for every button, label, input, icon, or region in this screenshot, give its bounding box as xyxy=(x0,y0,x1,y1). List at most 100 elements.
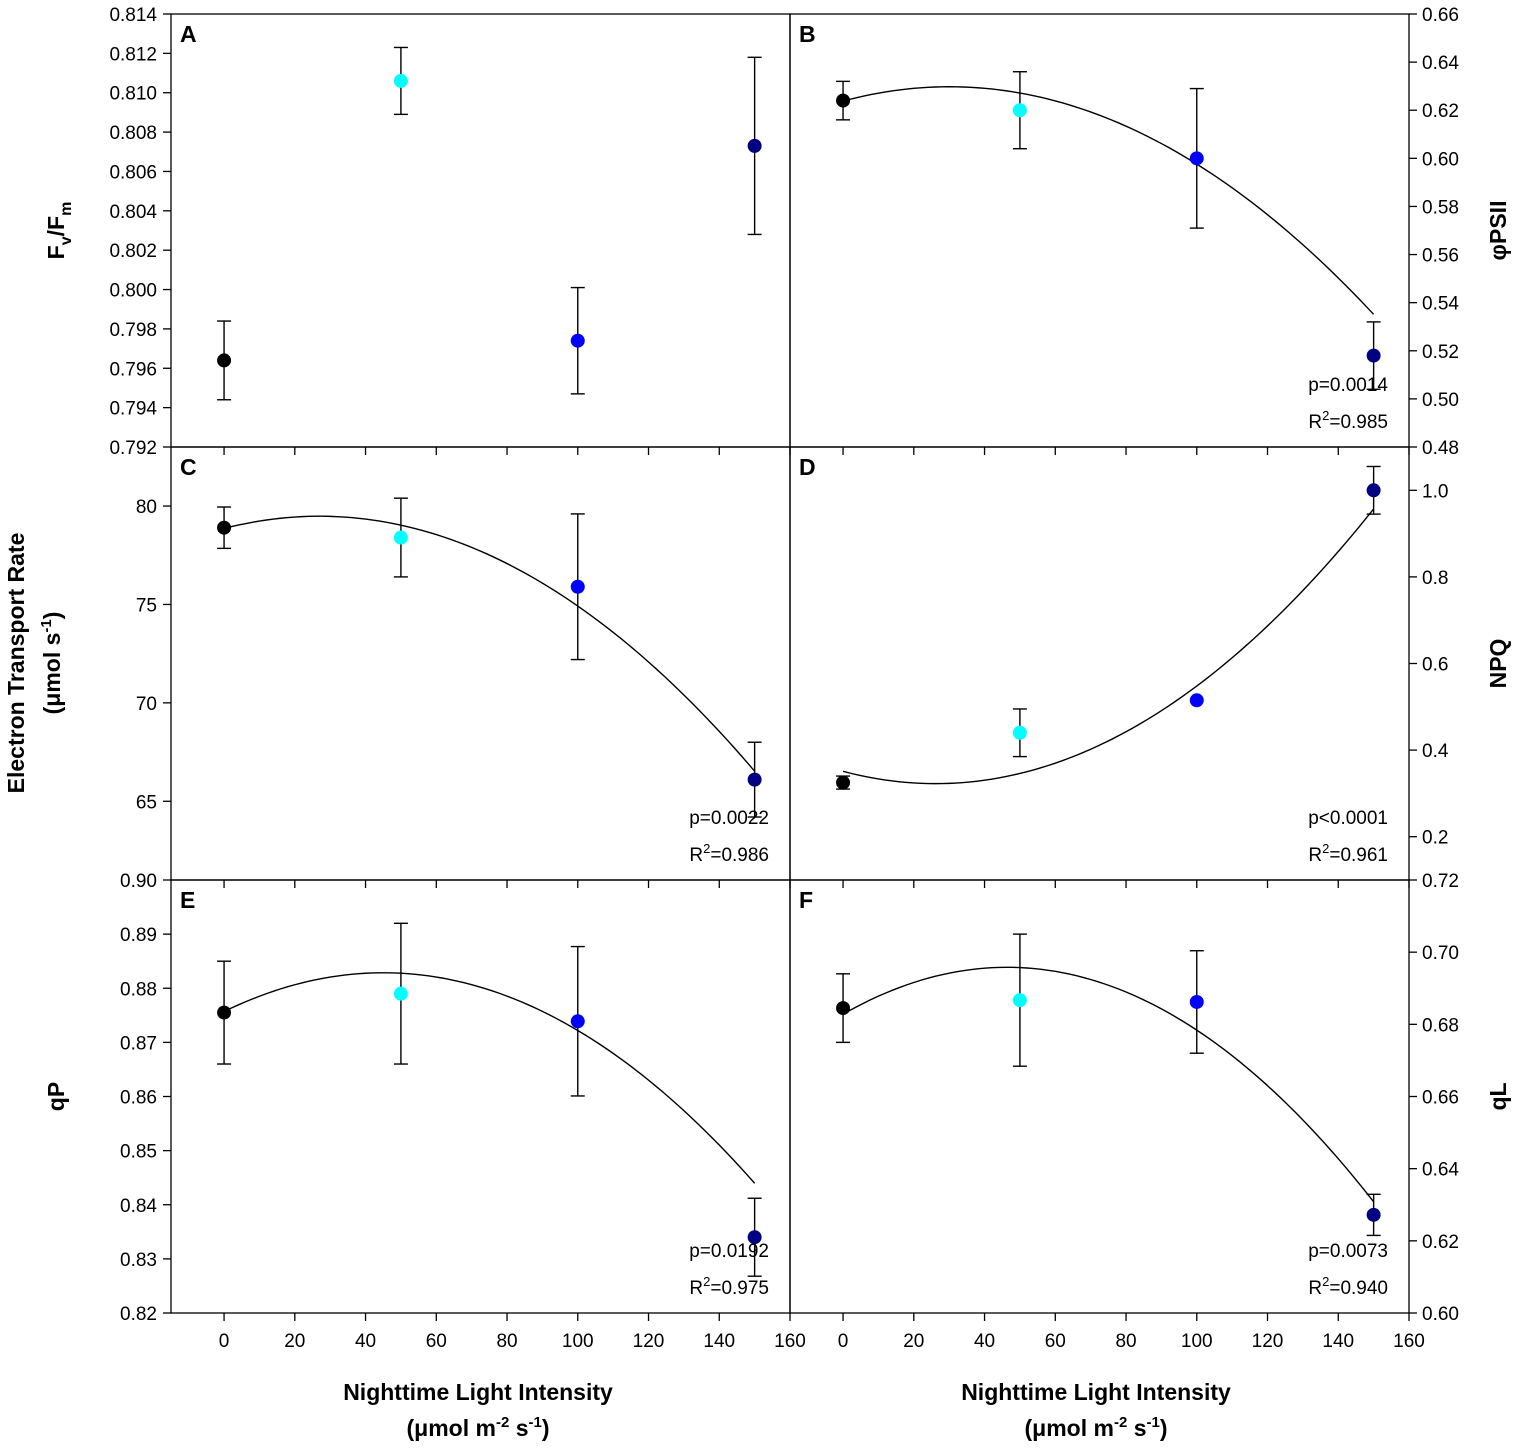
y-axis-title: qP xyxy=(43,1082,69,1111)
panels-layer: 0.7920.7940.7960.7980.8000.8020.8040.806… xyxy=(43,5,1511,1352)
stat-r-squared: R2=0.975 xyxy=(689,1274,769,1299)
stat-p-value: p<0.0001 xyxy=(1308,808,1388,829)
x-tick-label: 160 xyxy=(1393,1331,1425,1352)
x-tick-label: 20 xyxy=(284,1331,305,1352)
panel-f: 0.60 0.62 0.64 0.66 0.68 0.70 0.72 0 20 40 60 80 100… xyxy=(789,871,1511,1352)
data-point xyxy=(570,579,585,594)
data-point xyxy=(217,353,232,368)
y-tick-label: 0.70 xyxy=(1422,943,1459,964)
x-tick-label: 40 xyxy=(974,1331,995,1352)
y-tick-label: 0.68 xyxy=(1422,1015,1459,1036)
y-tick-label: 0.72 xyxy=(1422,871,1459,892)
plot-frame xyxy=(170,13,791,448)
y-tick-label: 0.808 xyxy=(109,123,157,144)
etr-title-line2: (μmol s-1) xyxy=(38,612,65,715)
x-axis-title-left: Nighttime Light Intensity xyxy=(343,1379,613,1405)
data-point xyxy=(836,1001,851,1016)
data-point xyxy=(393,73,408,88)
y-tick-label: 0.83 xyxy=(120,1250,157,1271)
stat-r-squared: R2=0.986 xyxy=(689,841,769,866)
fit-curve xyxy=(842,86,1375,315)
y-tick-label: 0.794 xyxy=(109,399,157,420)
data-point xyxy=(1189,693,1204,708)
x-tick-label: 60 xyxy=(426,1331,447,1352)
y-tick-label: 0.84 xyxy=(120,1196,157,1217)
y-tick-label: 0.800 xyxy=(109,281,157,302)
stat-r-squared: R2=0.961 xyxy=(1308,841,1388,866)
fit-curve xyxy=(842,966,1375,1203)
data-point xyxy=(393,530,408,545)
x-tick-label: 120 xyxy=(1252,1331,1284,1352)
x-tick-label: 80 xyxy=(1115,1331,1136,1352)
y-tick-label: 0.792 xyxy=(109,438,157,459)
y-tick-label: 0.4 xyxy=(1422,741,1449,762)
x-axis-unit-left: (μmol m-2 s-1) xyxy=(406,1414,549,1441)
stat-p-value: p=0.0192 xyxy=(689,1241,769,1262)
y-axis-title: qL xyxy=(1485,1082,1511,1110)
panel-letter: B xyxy=(799,21,816,47)
y-tick-label: 0.802 xyxy=(109,241,157,262)
y-tick-label: 0.66 xyxy=(1422,1088,1459,1109)
fit-curve xyxy=(223,515,756,772)
y-tick-label: 0.86 xyxy=(120,1088,157,1109)
data-point xyxy=(1366,1207,1381,1222)
stat-r-squared: R2=0.985 xyxy=(1308,408,1388,433)
data-point xyxy=(1189,994,1204,1009)
data-point xyxy=(836,93,851,108)
data-point xyxy=(747,1230,762,1245)
stat-p-value: p=0.0073 xyxy=(1308,1241,1388,1262)
data-point xyxy=(747,772,762,787)
x-tick-label: 100 xyxy=(562,1331,594,1352)
y-tick-label: 0.6 xyxy=(1422,655,1448,676)
y-tick-label: 0.88 xyxy=(120,979,157,1000)
y-tick-label: 0.48 xyxy=(1422,438,1459,459)
panel-letter: F xyxy=(799,887,813,913)
stat-r-squared: R2=0.940 xyxy=(1308,1274,1388,1299)
stat-p-value: p=0.0022 xyxy=(689,808,769,829)
y-tick-label: 0.60 xyxy=(1422,149,1459,170)
y-tick-label: 0.89 xyxy=(120,925,157,946)
y-tick-label: 0.62 xyxy=(1422,101,1459,122)
data-point xyxy=(1366,348,1381,363)
y-tick-label: 0.52 xyxy=(1422,342,1459,363)
y-axis-title: NPQ xyxy=(1485,639,1511,689)
x-tick-label: 60 xyxy=(1045,1331,1066,1352)
x-tick-label: 0 xyxy=(219,1331,230,1352)
y-tick-label: 0.2 xyxy=(1422,828,1448,849)
x-tick-label: 140 xyxy=(703,1331,735,1352)
y-tick-label: 0.812 xyxy=(109,44,157,65)
panel-letter: A xyxy=(180,21,197,47)
y-tick-label: 0.8 xyxy=(1422,568,1448,589)
stat-p-value: p=0.0014 xyxy=(1308,375,1388,396)
panel-a: 0.792 0.794 0.796 0.798 0.800 0.802 0.804 0.806… xyxy=(43,5,791,459)
y-tick-label: 0.798 xyxy=(109,320,157,341)
y-tick-label: 0.87 xyxy=(120,1033,157,1054)
fit-curve xyxy=(842,508,1375,785)
data-point xyxy=(393,986,408,1001)
data-point xyxy=(217,1005,232,1020)
y-tick-label: 0.62 xyxy=(1422,1232,1459,1253)
y-tick-label: 0.64 xyxy=(1422,53,1459,74)
y-tick-label: 0.796 xyxy=(109,359,157,380)
y-tick-label: 0.50 xyxy=(1422,390,1459,411)
y-tick-label: 0.66 xyxy=(1422,5,1459,26)
data-point xyxy=(217,520,232,535)
fit-curve xyxy=(223,972,756,1184)
panel-letter: D xyxy=(799,454,816,480)
panel-b: 0.48 0.50 0.52 0.54 0.56 0.58 0.60 0.62 0.64 0.66… xyxy=(789,5,1511,459)
panel-c: 65 70 75 80 Cp=0.0022 R2=0.986 xyxy=(136,446,791,888)
y-tick-label: 70 xyxy=(136,694,157,715)
y-tick-label: 0.54 xyxy=(1422,294,1459,315)
x-tick-label: 20 xyxy=(903,1331,924,1352)
data-point xyxy=(570,1014,585,1029)
y-tick-label: 0.58 xyxy=(1422,197,1459,218)
panel-e: 0.82 0.83 0.84 0.85 0.86 0.87 0.88 0.89 0.90 0 20 4… xyxy=(43,871,806,1352)
x-tick-label: 0 xyxy=(838,1331,849,1352)
y-tick-label: 0.56 xyxy=(1422,246,1459,267)
y-tick-label: 1.0 xyxy=(1422,481,1448,502)
y-tick-label: 65 xyxy=(136,792,157,813)
y-tick-label: 75 xyxy=(136,595,157,616)
y-axis-title: Fv/Fm xyxy=(43,202,75,260)
y-tick-label: 0.82 xyxy=(120,1304,157,1325)
